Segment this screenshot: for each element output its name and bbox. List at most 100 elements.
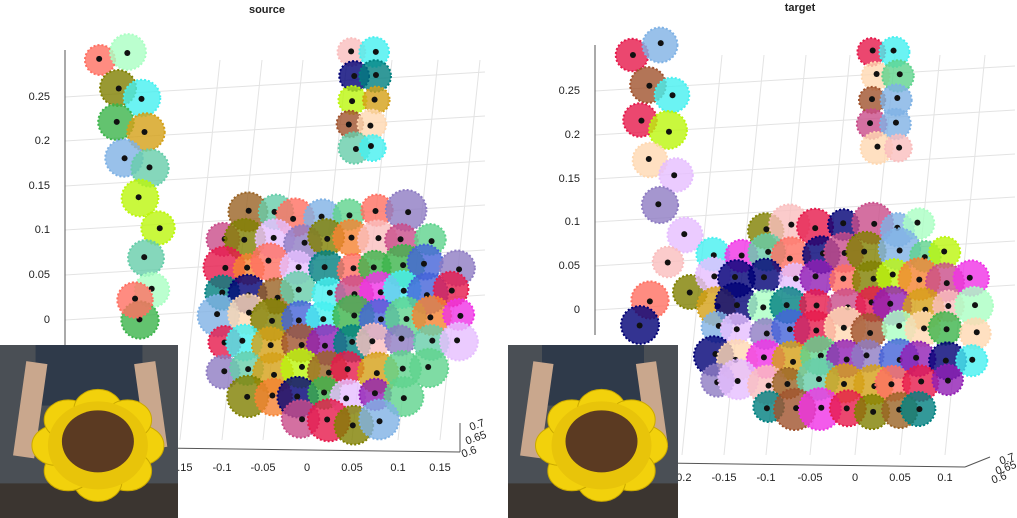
cluster-center: [888, 381, 895, 388]
cluster-center: [132, 295, 139, 302]
cluster-center: [138, 95, 145, 102]
cluster-center: [790, 358, 797, 365]
cluster-center: [345, 121, 352, 128]
cluster-center: [943, 326, 950, 333]
cluster-center: [244, 264, 251, 271]
cluster-center: [646, 298, 653, 305]
cluster-center: [945, 303, 952, 310]
cluster-center: [760, 274, 767, 281]
cluster-center: [346, 212, 353, 219]
x-tick-label: -0.05: [250, 462, 275, 474]
cluster-center: [840, 275, 847, 282]
panel-title: source: [249, 4, 285, 16]
cluster-center: [629, 52, 636, 59]
cluster-center: [320, 316, 327, 323]
cluster-center: [146, 164, 153, 171]
y-tick-label: 0.2: [565, 129, 580, 141]
cluster-center: [269, 317, 276, 324]
cluster-center: [373, 370, 380, 377]
cluster-center: [290, 215, 297, 222]
cluster-center: [812, 225, 819, 232]
x-tick-label: 0.1: [390, 462, 405, 474]
cluster-center: [889, 271, 896, 278]
cluster-center: [318, 213, 325, 220]
cluster-center: [367, 122, 374, 129]
cluster-center: [246, 309, 253, 316]
cluster-center: [817, 352, 824, 359]
cluster-center: [765, 382, 772, 389]
y-tick-label: 0.2: [35, 135, 50, 147]
cluster-center: [400, 395, 407, 402]
cluster-center: [141, 254, 148, 261]
cluster-center: [241, 236, 248, 243]
cluster-center: [369, 338, 376, 345]
cluster-center: [711, 273, 718, 280]
y-tick-label: 0.05: [559, 260, 580, 272]
x-tick-label: -0.1: [213, 462, 232, 474]
cluster-center: [420, 260, 427, 267]
y-tick-label: 0.15: [29, 180, 50, 192]
cluster-center: [793, 405, 800, 412]
cluster-center: [349, 98, 356, 105]
cluster-center: [321, 389, 328, 396]
cluster-center: [871, 220, 878, 227]
cluster-center: [792, 275, 799, 282]
cluster-center: [135, 194, 142, 201]
cluster-center: [115, 85, 122, 92]
cluster-center: [124, 50, 131, 57]
cluster-center: [870, 408, 877, 415]
cluster-center: [786, 326, 793, 333]
arm: [520, 361, 554, 459]
cluster-center: [896, 322, 903, 329]
cluster-center: [760, 304, 767, 311]
cluster-center: [350, 265, 357, 272]
cluster-center: [786, 255, 793, 262]
cluster-center: [219, 289, 226, 296]
cluster-center: [378, 316, 385, 323]
arm: [13, 361, 48, 459]
cluster-center: [301, 239, 308, 246]
cluster-center: [896, 406, 903, 413]
cluster-center: [295, 286, 302, 293]
x-tick-label: 0.05: [341, 462, 362, 474]
cluster-center: [645, 155, 652, 162]
grid-line: [179, 59, 221, 441]
cluster-center: [944, 377, 951, 384]
cluster-center: [894, 95, 901, 102]
y-tick-label: 0.1: [565, 216, 580, 228]
cluster-center: [343, 395, 350, 402]
plot-panel: 0.250.20.150.10.050-0.15 -0.1 -0.05 0 0.05 0.…: [29, 33, 488, 474]
cluster-center: [156, 225, 163, 232]
cluster-center: [869, 47, 876, 54]
cluster-center: [636, 322, 643, 329]
cluster-center: [870, 275, 877, 282]
y-tick-label: 0.25: [559, 85, 580, 97]
cluster-center: [456, 266, 463, 273]
cluster-center: [731, 274, 738, 281]
z-tick-label: 0.65: [464, 429, 488, 448]
cluster-center: [913, 354, 920, 361]
photo-inset: [0, 345, 178, 518]
x-tick-label: -0.05: [797, 472, 822, 484]
flower-center: [565, 410, 638, 473]
cluster-center: [867, 329, 874, 336]
flower-center: [61, 410, 134, 473]
cluster-center: [399, 365, 406, 372]
axis-line: [159, 447, 461, 453]
cluster-center: [896, 71, 903, 78]
cluster-center: [96, 55, 103, 62]
cluster-center: [372, 48, 379, 55]
cluster-center: [239, 337, 246, 344]
cluster-center: [973, 329, 980, 336]
cluster-center: [344, 366, 351, 373]
cluster-center: [348, 234, 355, 241]
cluster-center: [400, 262, 407, 269]
cluster-center: [398, 335, 405, 342]
photo-inset: [508, 345, 678, 518]
cluster-center: [941, 248, 948, 255]
cluster-center: [371, 390, 378, 397]
cluster-center: [298, 341, 305, 348]
cluster-center: [370, 264, 377, 271]
y-tick-label: 0.05: [29, 269, 50, 281]
cluster-center: [221, 368, 228, 375]
